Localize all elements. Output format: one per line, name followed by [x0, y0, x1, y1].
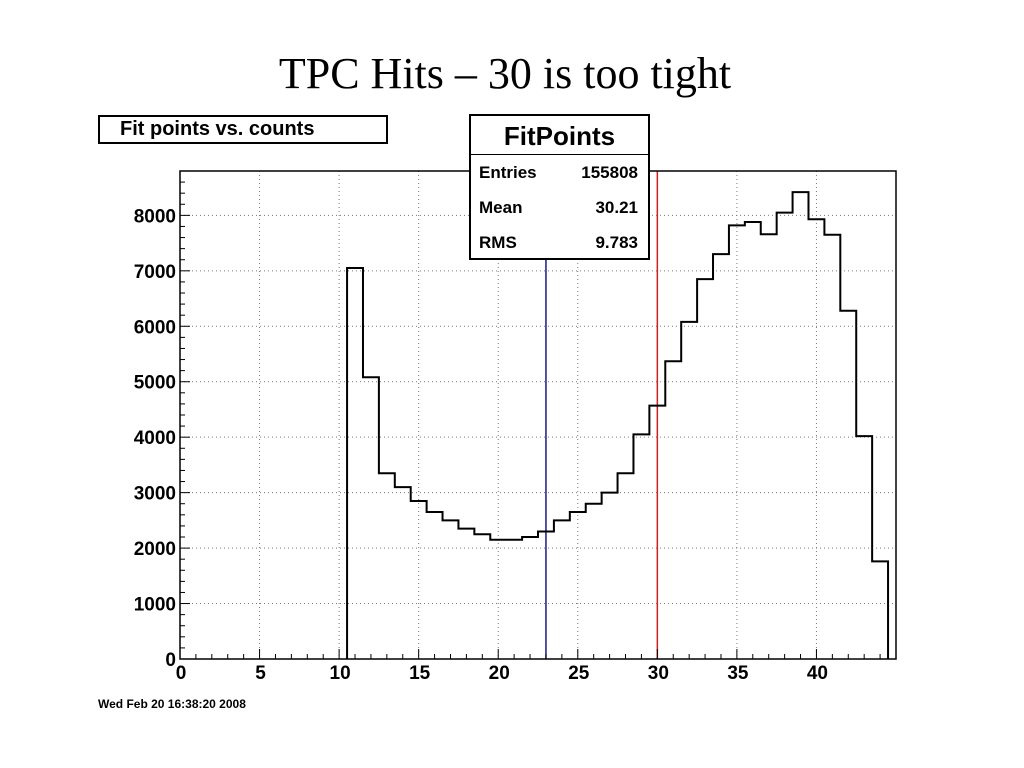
stats-row-mean: Mean 30.21	[471, 190, 648, 225]
x-tick-label: 30	[648, 663, 669, 684]
x-tick-label: 25	[568, 663, 590, 684]
y-tick-label: 2000	[134, 539, 176, 560]
y-tick-label: 6000	[134, 317, 176, 338]
y-tick-label: 3000	[134, 484, 176, 505]
stats-value: 155808	[581, 163, 638, 182]
y-tick-label: 1000	[134, 595, 176, 616]
stats-row-entries: Entries 155808	[471, 155, 648, 190]
x-tick-label: 40	[807, 663, 828, 684]
tick-labels: 0 5 10 15 20 25 30 35 40 0 1000 2000 3000 4000 5000 600…	[134, 206, 828, 684]
stats-box: FitPoints Entries 155808 Mean 30.21 RMS …	[469, 114, 650, 260]
axis-ticks	[179, 170, 897, 660]
y-tick-label: 0	[165, 650, 176, 671]
stats-value: 9.783	[595, 233, 638, 252]
y-tick-label: 8000	[134, 206, 176, 227]
x-tick-label: 15	[409, 663, 431, 684]
y-tick-label: 4000	[134, 428, 176, 449]
timestamp: Wed Feb 20 16:38:20 2008	[98, 697, 246, 711]
stats-row-rms: RMS 9.783	[471, 225, 648, 260]
x-tick-label: 20	[489, 663, 510, 684]
stats-label: Mean	[479, 198, 523, 217]
stats-title: FitPoints	[471, 116, 648, 155]
y-tick-label: 7000	[134, 262, 176, 283]
chart-title: Fit points vs. counts	[98, 115, 388, 144]
grid-lines	[180, 171, 896, 659]
x-tick-label: 5	[255, 663, 266, 684]
x-tick-label: 10	[330, 663, 351, 684]
x-tick-label: 35	[727, 663, 749, 684]
stats-label: RMS	[479, 233, 517, 252]
stats-label: Entries	[479, 163, 537, 182]
histogram-outline	[346, 191, 890, 659]
x-tick-label: 0	[176, 663, 187, 684]
slide-title: TPC Hits – 30 is too tight	[278, 49, 732, 98]
stats-value: 30.21	[595, 198, 638, 217]
y-tick-label: 5000	[134, 373, 176, 394]
